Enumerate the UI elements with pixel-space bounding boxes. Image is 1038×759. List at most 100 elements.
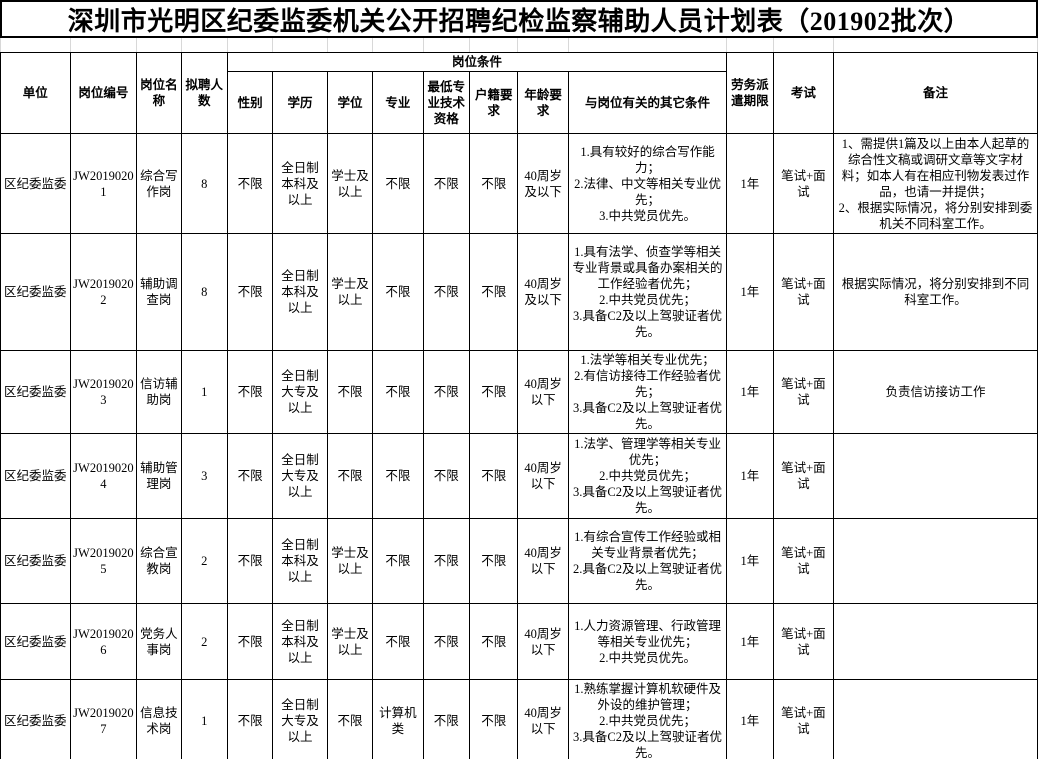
cell-residency: 不限 [468,518,519,604]
header-headcount: 拟聘人数 [180,52,228,134]
cell-exam: 笔试+面试 [772,233,835,351]
cell-headcount: 2 [180,603,228,680]
spacer-cell [226,38,274,53]
cell-exam: 笔试+面试 [772,433,835,519]
header-row-group: 单位 岗位编号 岗位名称 拟聘人数 岗位条件 劳务派遣期限 考试 备注 [0,52,1038,134]
header-major: 专业 [372,71,424,134]
cell-age: 40周岁及以下 [517,133,569,234]
cell-gender: 不限 [226,518,274,604]
spacer-cell [180,38,228,53]
table-row: 区纪委监委 JW20190205 综合宣教岗 2 不限 全日制本科及以上 学士及… [0,518,1038,604]
cell-age: 40周岁及以下 [517,233,569,351]
header-unit: 单位 [0,52,71,134]
cell-other-conditions: 1.熟练掌握计算机软硬件及外设的维护管理； 2.中共党员优先； 3.具备C2及以… [567,679,728,759]
cell-exam: 笔试+面试 [772,679,835,759]
table-row: 区纪委监委 JW20190207 信息技术岗 1 不限 全日制大专及以上 不限 … [0,679,1038,759]
cell-exam: 笔试+面试 [772,350,835,434]
cell-headcount: 2 [180,518,228,604]
spacer-cell [567,38,728,53]
cell-gender: 不限 [226,433,274,519]
cell-min-qualification: 不限 [422,518,471,604]
cell-remarks: 根据实际情况，将分别安排到不同科室工作。 [833,233,1038,351]
cell-other-conditions: 1.有综合宣传工作经验或相关专业背景者优先； 2.具备C2及以上驾驶证者优先。 [567,518,728,604]
header-conditions-group: 岗位条件 [226,52,728,72]
cell-education: 全日制大专及以上 [272,433,328,519]
cell-major: 不限 [372,433,424,519]
header-job-code: 岗位编号 [69,52,138,134]
cell-other-conditions: 1.人力资源管理、行政管理等相关专业优先； 2.中共党员优先。 [567,603,728,680]
cell-dispatch-period: 1年 [726,603,774,680]
cell-min-qualification: 不限 [422,233,471,351]
cell-education: 全日制本科及以上 [272,603,328,680]
cell-dispatch-period: 1年 [726,518,774,604]
cell-residency: 不限 [468,433,519,519]
header-gender: 性别 [226,71,274,134]
cell-residency: 不限 [468,350,519,434]
recruitment-table: 单位 岗位编号 岗位名称 拟聘人数 岗位条件 劳务派遣期限 考试 备注 性别 学… [0,38,1038,759]
cell-residency: 不限 [468,133,519,234]
spacer-row [0,38,1038,53]
cell-exam: 笔试+面试 [772,603,835,680]
cell-dispatch-period: 1年 [726,350,774,434]
cell-headcount: 8 [180,133,228,234]
cell-age: 40周岁以下 [517,679,569,759]
cell-gender: 不限 [226,233,274,351]
cell-dispatch-period: 1年 [726,233,774,351]
spacer-cell [833,38,1038,53]
spacer-cell [326,38,374,53]
cell-job-code: JW20190204 [69,433,138,519]
cell-headcount: 1 [180,679,228,759]
header-min-qualification: 最低专业技术资格 [422,71,471,134]
cell-job-name: 信息技术岗 [136,679,182,759]
cell-other-conditions: 1.法学等相关专业优先； 2.有信访接待工作经验者优先； 3.具备C2及以上驾驶… [567,350,728,434]
cell-dispatch-period: 1年 [726,433,774,519]
cell-headcount: 3 [180,433,228,519]
cell-age: 40周岁以下 [517,350,569,434]
cell-exam: 笔试+面试 [772,133,835,234]
cell-education: 全日制大专及以上 [272,679,328,759]
cell-min-qualification: 不限 [422,603,471,680]
cell-exam: 笔试+面试 [772,518,835,604]
cell-unit: 区纪委监委 [0,433,71,519]
cell-unit: 区纪委监委 [0,233,71,351]
cell-degree: 学士及以上 [326,603,374,680]
cell-age: 40周岁以下 [517,603,569,680]
header-remarks: 备注 [833,52,1038,134]
cell-major: 不限 [372,133,424,234]
spacer-cell [136,38,182,53]
table-row: 区纪委监委 JW20190201 综合写作岗 8 不限 全日制本科及以上 学士及… [0,133,1038,234]
spacer-cell [772,38,835,53]
cell-other-conditions: 1.具有较好的综合写作能力； 2.法律、中文等相关专业优先； 3.中共党员优先。 [567,133,728,234]
cell-other-conditions: 1.具有法学、侦查学等相关专业背景或具备办案相关的工作经验者优先； 2.中共党员… [567,233,728,351]
cell-unit: 区纪委监委 [0,603,71,680]
header-row-detail: 性别 学历 学位 专业 最低专业技术资格 户籍要求 年龄要求 与岗位有关的其它条… [1,71,1038,134]
header-age: 年龄要求 [517,71,569,134]
cell-min-qualification: 不限 [422,350,471,434]
cell-unit: 区纪委监委 [0,679,71,759]
cell-degree: 学士及以上 [326,233,374,351]
cell-unit: 区纪委监委 [0,133,71,234]
cell-remarks: 1、需提供1篇及以上由本人起草的综合性文稿或调研文章等文字材料；如本人有在相应刊… [833,133,1038,234]
cell-job-code: JW20190202 [69,233,138,351]
cell-age: 40周岁以下 [517,433,569,519]
cell-education: 全日制本科及以上 [272,133,328,234]
cell-other-conditions: 1.法学、管理学等相关专业优先； 2.中共党员优先； 3.具备C2及以上驾驶证者… [567,433,728,519]
table-row: 区纪委监委 JW20190202 辅助调查岗 8 不限 全日制本科及以上 学士及… [0,233,1038,351]
cell-dispatch-period: 1年 [726,133,774,234]
cell-major: 不限 [372,233,424,351]
cell-dispatch-period: 1年 [726,679,774,759]
spacer-cell [0,38,71,53]
page-title: 深圳市光明区纪委监委机关公开招聘纪检监察辅助人员计划表（201902批次） [0,0,1038,38]
cell-job-name: 党务人事岗 [136,603,182,680]
cell-job-name: 综合写作岗 [136,133,182,234]
cell-job-code: JW20190206 [69,603,138,680]
cell-residency: 不限 [468,603,519,680]
cell-degree: 学士及以上 [326,133,374,234]
spacer-cell [69,38,138,53]
cell-gender: 不限 [226,133,274,234]
cell-education: 全日制本科及以上 [272,233,328,351]
cell-gender: 不限 [226,350,274,434]
cell-unit: 区纪委监委 [0,518,71,604]
table-row: 区纪委监委 JW20190203 信访辅助岗 1 不限 全日制大专及以上 不限 … [0,350,1038,434]
